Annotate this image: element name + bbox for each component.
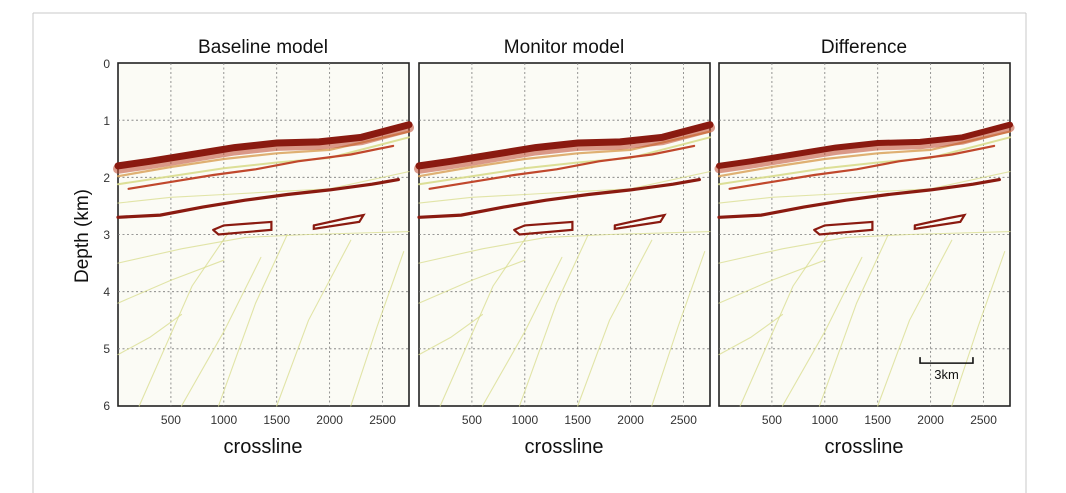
scale-bar: 3km [919, 357, 974, 382]
panel-title: Monitor model [504, 37, 624, 58]
faint-trace [117, 171, 410, 204]
faint-trace [718, 171, 1011, 204]
y-tick-label: 4 [103, 285, 110, 299]
faint-trace [418, 231, 711, 264]
x-tick-label: 2500 [970, 413, 997, 427]
faint-trace [781, 256, 863, 407]
x-tick-label: 500 [462, 413, 482, 427]
x-tick-label: 500 [161, 413, 181, 427]
scale-bar-label: 3km [934, 367, 959, 382]
reflectors [714, 121, 1015, 236]
panel-title: Difference [821, 37, 907, 58]
x-tick-label: 1500 [564, 413, 591, 427]
faint-trace [418, 313, 484, 356]
reflector-deep [417, 178, 701, 219]
x-tick-label: 1500 [864, 413, 891, 427]
reflectors [113, 121, 414, 236]
y-axis-label: Depth (km) [72, 189, 93, 283]
reservoir-outline [513, 220, 574, 236]
x-tick-labels: 500 1000 1500 2000 2500 [462, 413, 697, 427]
x-axis-label: crossline [224, 436, 303, 458]
x-tick-label: 1000 [210, 413, 237, 427]
reservoir-outline [913, 213, 967, 231]
faint-trace [718, 313, 784, 356]
faint-traces [117, 171, 410, 407]
reflector-deep [116, 178, 400, 219]
x-tick-label: 2500 [670, 413, 697, 427]
x-tick-label: 500 [762, 413, 782, 427]
faint-trace [217, 233, 288, 407]
faint-traces [718, 171, 1011, 407]
y-tick-label: 2 [103, 171, 110, 185]
reservoir-outline [312, 213, 366, 231]
x-axis-label: crossline [525, 436, 604, 458]
x-tick-label: 1500 [263, 413, 290, 427]
reflectors [414, 121, 715, 236]
x-tick-label: 1000 [511, 413, 538, 427]
faint-trace [439, 231, 531, 407]
faint-trace [117, 313, 183, 356]
faint-trace [418, 171, 711, 204]
y-tick-label: 6 [103, 399, 110, 413]
reservoir-outline [613, 213, 667, 231]
scale-bar-line [919, 357, 974, 364]
faint-trace [418, 259, 526, 304]
x-axis-label: crossline [825, 436, 904, 458]
faint-traces [418, 171, 711, 407]
faint-trace [117, 231, 410, 264]
panel-monitor: Monitor model 500 1000 1500 2000 2500 cr… [414, 37, 715, 458]
faint-trace [481, 256, 563, 407]
reservoir-outline [212, 220, 273, 236]
y-tick-label: 0 [103, 57, 110, 71]
y-tick-label: 5 [103, 342, 110, 356]
x-tick-labels: 500 1000 1500 2000 2500 [161, 413, 396, 427]
panel-baseline: Baseline model 500 1000 1500 2000 2500 c… [113, 37, 414, 458]
reflector-light [717, 130, 1012, 178]
faint-trace [818, 233, 889, 407]
panel-title: Baseline model [198, 37, 328, 58]
faint-trace [718, 259, 826, 304]
x-tick-label: 2000 [617, 413, 644, 427]
y-tick-label: 1 [103, 114, 110, 128]
faint-trace [138, 231, 230, 407]
faint-trace [718, 231, 1011, 264]
reflector-mid [428, 144, 696, 190]
faint-trace [276, 239, 352, 407]
y-tick-label: 3 [103, 228, 110, 242]
reflector-deep [717, 178, 1001, 219]
faint-trace [877, 239, 953, 407]
faint-trace [518, 233, 589, 407]
y-tick-labels: 0 1 2 3 4 5 6 [103, 57, 110, 413]
faint-trace [951, 251, 1006, 407]
reflector-top [114, 121, 413, 170]
faint-trace [739, 231, 831, 407]
faint-trace [350, 251, 405, 407]
x-tick-labels: 500 1000 1500 2000 2500 [762, 413, 997, 427]
faint-trace [577, 239, 653, 407]
reflector-mid [127, 144, 395, 190]
x-tick-label: 1000 [811, 413, 838, 427]
reflector-mid [728, 144, 996, 190]
x-tick-label: 2000 [316, 413, 343, 427]
faint-trace [651, 251, 706, 407]
reflector-top [716, 121, 1013, 169]
x-tick-label: 2500 [369, 413, 396, 427]
faint-trace [180, 256, 262, 407]
reservoir-outline [813, 220, 874, 236]
reflector-top [415, 121, 714, 170]
faint-trace [117, 259, 225, 304]
x-tick-label: 2000 [917, 413, 944, 427]
panel-difference: Difference 500 1000 1500 2000 2500 cross… [714, 37, 1015, 458]
